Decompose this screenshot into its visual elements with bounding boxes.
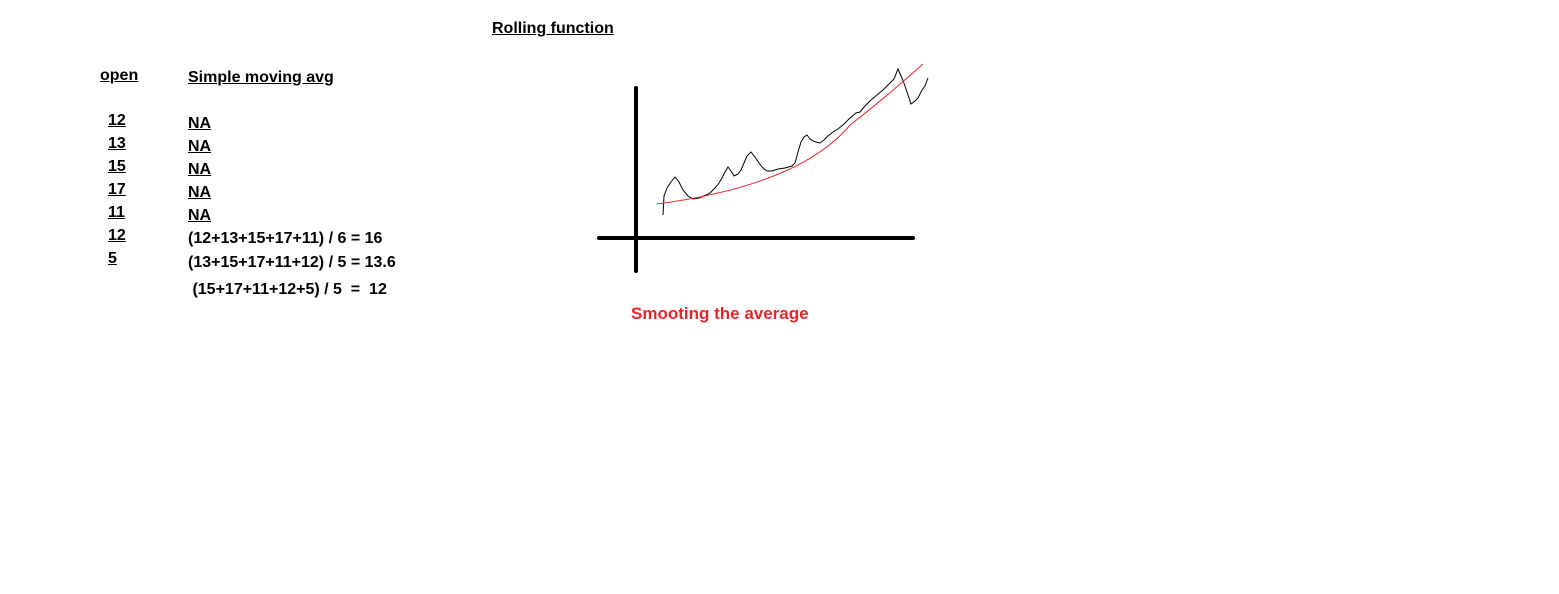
open-value: 17: [108, 181, 126, 198]
raw-price-line: [662, 67, 929, 216]
sma-value: NA: [188, 115, 212, 132]
sma-formula: (12+13+15+17+11) / 6 = 16: [188, 230, 383, 247]
smoothed-average-line: [656, 63, 924, 205]
page-title: Rolling function: [492, 20, 614, 37]
open-value: 13: [108, 135, 126, 152]
sma-value: NA: [188, 184, 212, 201]
sma-value: NA: [188, 161, 212, 178]
sma-formula: (13+15+17+11+12) / 5 = 13.6: [188, 254, 396, 271]
open-value: 12: [108, 227, 126, 244]
open-value: 11: [108, 204, 125, 221]
open-value: 15: [108, 158, 126, 175]
sma-value: NA: [188, 138, 212, 155]
sma-value: NA: [188, 207, 212, 224]
sma-column-header: Simple moving avg: [188, 69, 334, 86]
open-value: 5: [108, 250, 117, 267]
open-value: 12: [108, 112, 126, 129]
sma-formula: (15+17+11+12+5) / 5 = 12: [188, 281, 387, 298]
open-column-header: open: [100, 67, 139, 84]
smoothing-caption: Smooting the average: [631, 304, 809, 323]
